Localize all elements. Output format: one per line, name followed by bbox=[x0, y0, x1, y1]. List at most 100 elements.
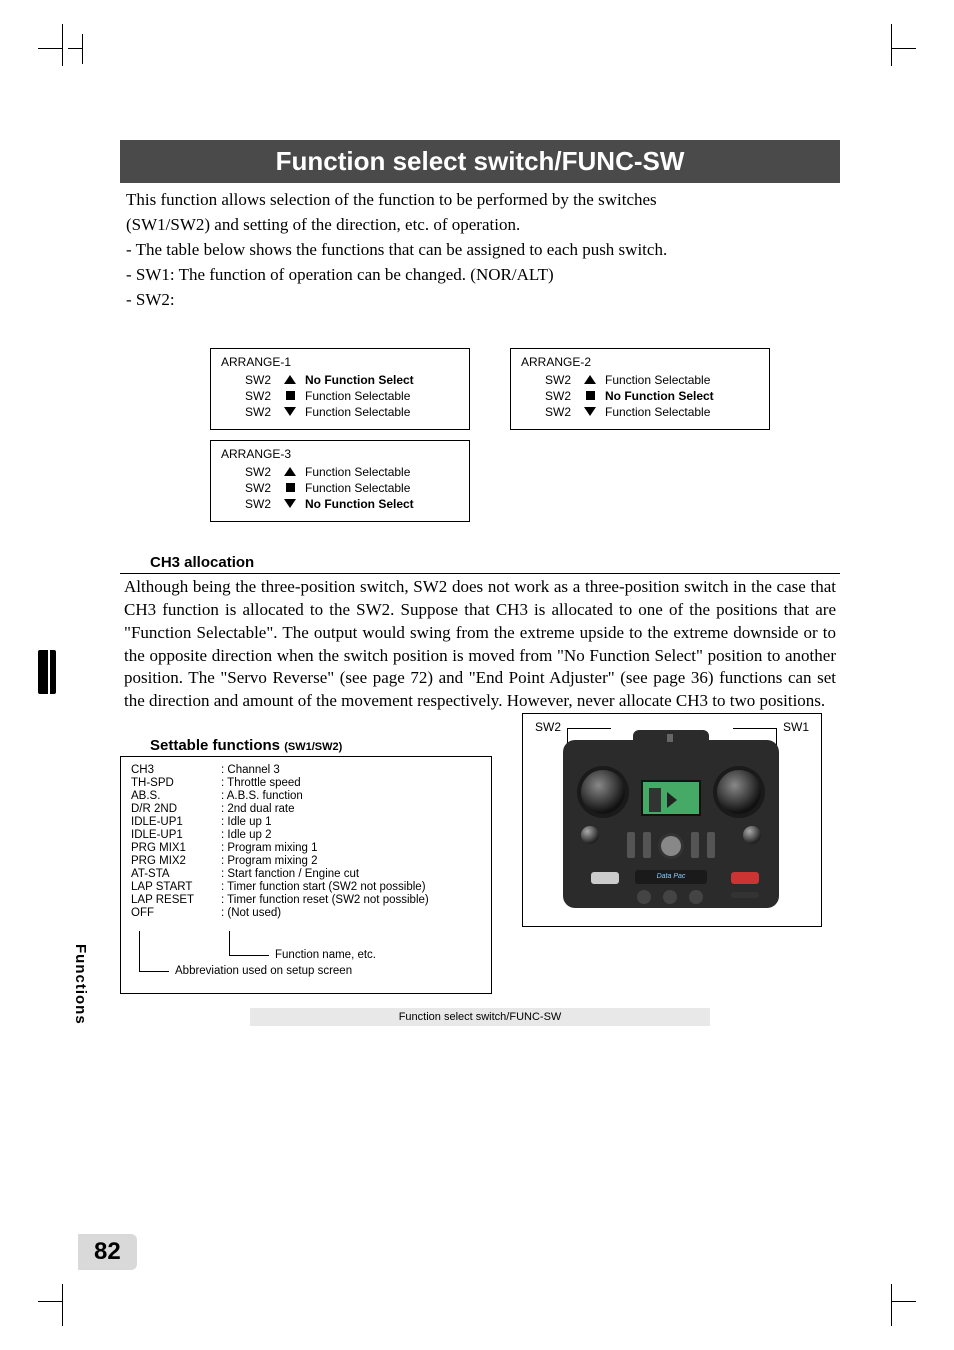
function-abbr: IDLE-UP1 bbox=[131, 829, 221, 841]
function-row: LAP START: Timer function start (SW2 not… bbox=[131, 881, 481, 893]
intro-line: This function allows selection of the fu… bbox=[126, 189, 834, 212]
functions-header-text: Settable functions bbox=[150, 737, 280, 754]
function-abbr: OFF bbox=[131, 907, 221, 919]
page-number: 82 bbox=[78, 1234, 137, 1270]
spine-mark bbox=[38, 650, 56, 694]
arrange-boxes: ARRANGE-1 SW2 No Function Select SW2 Funct… bbox=[210, 348, 840, 532]
triangle-up-icon bbox=[284, 375, 296, 384]
function-row: CH3: Channel 3 bbox=[131, 764, 481, 776]
intro-line: (SW1/SW2) and setting of the direction, … bbox=[126, 214, 834, 237]
arrange-1-box: ARRANGE-1 SW2 No Function Select SW2 Funct… bbox=[210, 348, 470, 430]
arrange-3-box: ARRANGE-3 SW2 Function Selectable SW2 Func… bbox=[210, 440, 470, 522]
function-abbr: AT-STA bbox=[131, 868, 221, 880]
sw2-label: SW2 bbox=[535, 720, 561, 734]
arr-text: Function Selectable bbox=[305, 389, 410, 403]
sw-label: SW2 bbox=[545, 389, 575, 403]
functions-box: CH3: Channel 3TH-SPD: Throttle speedAB.S… bbox=[120, 757, 492, 994]
knob-icon bbox=[581, 826, 599, 844]
square-icon bbox=[286, 483, 295, 492]
sw-label: SW2 bbox=[245, 465, 275, 479]
function-row: OFF: (Not used) bbox=[131, 907, 481, 919]
function-row: IDLE-UP1: Idle up 2 bbox=[131, 829, 481, 841]
ch3-body: Although being the three-position switch… bbox=[120, 576, 840, 714]
radio-diagram: SW2 SW1 Data Pac bbox=[522, 713, 822, 927]
function-desc: : Program mixing 1 bbox=[221, 842, 481, 854]
sw-label: SW2 bbox=[245, 373, 275, 387]
radio-body-icon: Data Pac bbox=[563, 740, 779, 908]
arr-text: Function Selectable bbox=[605, 373, 710, 387]
function-abbr: CH3 bbox=[131, 764, 221, 776]
right-stick-icon bbox=[717, 770, 761, 814]
square-icon bbox=[286, 391, 295, 400]
ch3-header: CH3 allocation bbox=[120, 554, 840, 574]
function-desc: : A.B.S. function bbox=[221, 790, 481, 802]
side-tab-functions: Functions bbox=[72, 944, 89, 1025]
function-row: TH-SPD: Throttle speed bbox=[131, 777, 481, 789]
intro-text: This function allows selection of the fu… bbox=[120, 189, 840, 312]
page-title-bar: Function select switch/FUNC-SW bbox=[120, 140, 840, 183]
center-button-icon bbox=[661, 836, 681, 856]
sw-label: SW2 bbox=[245, 389, 275, 403]
sw1-label: SW1 bbox=[783, 720, 809, 734]
function-desc: : Timer function reset (SW2 not possible… bbox=[221, 894, 481, 906]
function-desc: : Program mixing 2 bbox=[221, 855, 481, 867]
functions-header-sub: (SW1/SW2) bbox=[284, 741, 342, 753]
arr-text: Function Selectable bbox=[305, 481, 410, 495]
intro-line: - SW2: bbox=[126, 289, 834, 312]
function-abbr: AB.S. bbox=[131, 790, 221, 802]
arr-text: Function Selectable bbox=[305, 465, 410, 479]
functions-legend: Function name, etc. Abbreviation used on… bbox=[131, 937, 481, 983]
arr-text: No Function Select bbox=[305, 373, 414, 387]
square-icon bbox=[586, 391, 595, 400]
function-abbr: LAP START bbox=[131, 881, 221, 893]
arr-text: Function Selectable bbox=[605, 405, 710, 419]
sw-label: SW2 bbox=[245, 497, 275, 511]
function-abbr: PRG MIX1 bbox=[131, 842, 221, 854]
arr-text: No Function Select bbox=[305, 497, 414, 511]
function-abbr: IDLE-UP1 bbox=[131, 816, 221, 828]
triangle-up-icon bbox=[584, 375, 596, 384]
function-desc: : 2nd dual rate bbox=[221, 803, 481, 815]
function-row: AT-STA: Start fanction / Engine cut bbox=[131, 868, 481, 880]
knob-icon bbox=[743, 826, 761, 844]
legend-function-name: Function name, etc. bbox=[275, 949, 376, 961]
function-desc: : Idle up 1 bbox=[221, 816, 481, 828]
function-row: LAP RESET: Timer function reset (SW2 not… bbox=[131, 894, 481, 906]
function-abbr: D/R 2ND bbox=[131, 803, 221, 815]
arr-text: No Function Select bbox=[605, 389, 714, 403]
triangle-down-icon bbox=[284, 407, 296, 416]
sw-label: SW2 bbox=[245, 405, 275, 419]
function-row: PRG MIX2: Program mixing 2 bbox=[131, 855, 481, 867]
arrange-1-header: ARRANGE-1 bbox=[221, 355, 459, 369]
legend-abbreviation: Abbreviation used on setup screen bbox=[175, 965, 352, 977]
function-row: AB.S.: A.B.S. function bbox=[131, 790, 481, 802]
intro-line: - The table below shows the functions th… bbox=[126, 239, 834, 262]
function-desc: : Idle up 2 bbox=[221, 829, 481, 841]
arrange-3-header: ARRANGE-3 bbox=[221, 447, 459, 461]
function-desc: : Throttle speed bbox=[221, 777, 481, 789]
left-stick-icon bbox=[581, 770, 625, 814]
function-row: D/R 2ND: 2nd dual rate bbox=[131, 803, 481, 815]
function-desc: : Start fanction / Engine cut bbox=[221, 868, 481, 880]
lcd-icon bbox=[641, 780, 701, 816]
arrange-2-box: ARRANGE-2 SW2 Function Selectable SW2 No F… bbox=[510, 348, 770, 430]
footer-label: Function select switch/FUNC-SW bbox=[250, 1008, 710, 1026]
function-abbr: PRG MIX2 bbox=[131, 855, 221, 867]
function-row: PRG MIX1: Program mixing 1 bbox=[131, 842, 481, 854]
function-desc: : Timer function start (SW2 not possible… bbox=[221, 881, 481, 893]
function-row: IDLE-UP1: Idle up 1 bbox=[131, 816, 481, 828]
sw-label: SW2 bbox=[545, 405, 575, 419]
triangle-down-icon bbox=[584, 407, 596, 416]
page-content: Function select switch/FUNC-SW This func… bbox=[120, 140, 840, 1026]
data-pac-label: Data Pac bbox=[635, 870, 707, 884]
intro-line: - SW1: The function of operation can be … bbox=[126, 264, 834, 287]
sw-label: SW2 bbox=[245, 481, 275, 495]
function-abbr: TH-SPD bbox=[131, 777, 221, 789]
functions-header: Settable functions (SW1/SW2) bbox=[120, 737, 492, 757]
function-desc: : Channel 3 bbox=[221, 764, 481, 776]
arrange-2-header: ARRANGE-2 bbox=[521, 355, 759, 369]
triangle-up-icon bbox=[284, 467, 296, 476]
arr-text: Function Selectable bbox=[305, 405, 410, 419]
sw-label: SW2 bbox=[545, 373, 575, 387]
function-abbr: LAP RESET bbox=[131, 894, 221, 906]
